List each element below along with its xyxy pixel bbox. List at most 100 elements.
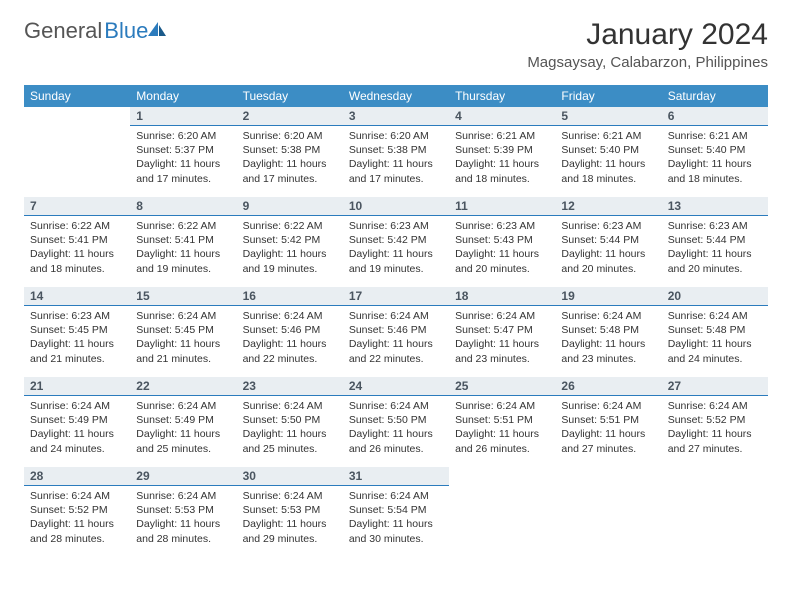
brand-part2: Blue	[104, 18, 166, 44]
day-number-row: 18	[449, 287, 555, 306]
day-number: 19	[561, 289, 574, 303]
brand-part1: General	[24, 18, 102, 44]
calendar-cell: 17Sunrise: 6:24 AMSunset: 5:46 PMDayligh…	[343, 287, 449, 377]
day-number: 7	[30, 199, 37, 213]
day-number: 20	[668, 289, 681, 303]
day-number-row: 6	[662, 107, 768, 126]
day-number: 27	[668, 379, 681, 393]
calendar-cell: 16Sunrise: 6:24 AMSunset: 5:46 PMDayligh…	[237, 287, 343, 377]
calendar-cell: 10Sunrise: 6:23 AMSunset: 5:42 PMDayligh…	[343, 197, 449, 287]
day-number-row: 31	[343, 467, 449, 486]
day-number-row: 15	[130, 287, 236, 306]
calendar-cell	[24, 107, 130, 197]
brand-logo: General Blue	[24, 18, 166, 44]
day-number-row: 24	[343, 377, 449, 396]
weekday-header: Thursday	[449, 85, 555, 107]
calendar-cell: 1Sunrise: 6:20 AMSunset: 5:37 PMDaylight…	[130, 107, 236, 197]
day-number: 25	[455, 379, 468, 393]
calendar-cell: 18Sunrise: 6:24 AMSunset: 5:47 PMDayligh…	[449, 287, 555, 377]
day-number: 17	[349, 289, 362, 303]
day-details: Sunrise: 6:24 AMSunset: 5:52 PMDaylight:…	[662, 396, 768, 456]
day-details: Sunrise: 6:20 AMSunset: 5:38 PMDaylight:…	[343, 126, 449, 186]
day-number: 2	[243, 109, 250, 123]
day-number: 1	[136, 109, 143, 123]
day-number-row: 16	[237, 287, 343, 306]
day-details: Sunrise: 6:24 AMSunset: 5:49 PMDaylight:…	[130, 396, 236, 456]
calendar-cell: 14 Sunrise: 6:23 AMSunset: 5:45 PMDayligh…	[24, 287, 130, 377]
calendar-body: 1Sunrise: 6:20 AMSunset: 5:37 PMDaylight…	[24, 107, 768, 557]
calendar-cell: 6 Sunrise: 6:21 AMSunset: 5:40 PMDaylight…	[662, 107, 768, 197]
day-details: Sunrise: 6:23 AMSunset: 5:43 PMDaylight:…	[449, 216, 555, 276]
weekday-header-row: Sunday Monday Tuesday Wednesday Thursday…	[24, 85, 768, 107]
day-number: 15	[136, 289, 149, 303]
weekday-header: Friday	[555, 85, 661, 107]
day-number: 11	[455, 199, 468, 213]
day-number-row: 13	[662, 197, 768, 216]
calendar-cell	[662, 467, 768, 557]
day-number-row: 22	[130, 377, 236, 396]
day-number-row: 19	[555, 287, 661, 306]
calendar-cell	[449, 467, 555, 557]
day-number: 31	[349, 469, 362, 483]
calendar-cell: 20Sunrise: 6:24 AMSunset: 5:48 PMDayligh…	[662, 287, 768, 377]
calendar-row: 14 Sunrise: 6:23 AMSunset: 5:45 PMDayligh…	[24, 287, 768, 377]
weekday-header: Tuesday	[237, 85, 343, 107]
calendar-cell: 13Sunrise: 6:23 AMSunset: 5:44 PMDayligh…	[662, 197, 768, 287]
day-details: Sunrise: 6:23 AMSunset: 5:44 PMDaylight:…	[662, 216, 768, 276]
day-number-row: 23	[237, 377, 343, 396]
day-details: Sunrise: 6:24 AMSunset: 5:50 PMDaylight:…	[237, 396, 343, 456]
day-number: 16	[243, 289, 256, 303]
day-number-row: 10	[343, 197, 449, 216]
day-number: 8	[136, 199, 143, 213]
calendar-cell: 9Sunrise: 6:22 AMSunset: 5:42 PMDaylight…	[237, 197, 343, 287]
calendar-cell: 30Sunrise: 6:24 AMSunset: 5:53 PMDayligh…	[237, 467, 343, 557]
day-details: Sunrise: 6:24 AMSunset: 5:49 PMDaylight:…	[24, 396, 130, 456]
calendar-cell: 5Sunrise: 6:21 AMSunset: 5:40 PMDaylight…	[555, 107, 661, 197]
day-number: 14	[30, 289, 43, 303]
day-details: Sunrise: 6:20 AMSunset: 5:38 PMDaylight:…	[237, 126, 343, 186]
day-details: Sunrise: 6:23 AMSunset: 5:45 PMDaylight:…	[24, 306, 130, 366]
day-number-row: 2	[237, 107, 343, 126]
calendar-cell: 28Sunrise: 6:24 AMSunset: 5:52 PMDayligh…	[24, 467, 130, 557]
weekday-header: Sunday	[24, 85, 130, 107]
day-number: 30	[243, 469, 256, 483]
day-number-row: 29	[130, 467, 236, 486]
location-text: Magsaysay, Calabarzon, Philippines	[527, 54, 768, 71]
weekday-header: Wednesday	[343, 85, 449, 107]
calendar-cell	[555, 467, 661, 557]
day-details: Sunrise: 6:22 AMSunset: 5:41 PMDaylight:…	[24, 216, 130, 276]
day-number-row: 20	[662, 287, 768, 306]
day-number: 18	[455, 289, 468, 303]
day-number: 21	[30, 379, 43, 393]
day-details: Sunrise: 6:24 AMSunset: 5:48 PMDaylight:…	[555, 306, 661, 366]
day-details: Sunrise: 6:24 AMSunset: 5:53 PMDaylight:…	[130, 486, 236, 546]
day-number: 6	[668, 109, 675, 123]
day-details: Sunrise: 6:24 AMSunset: 5:52 PMDaylight:…	[24, 486, 130, 546]
day-number-row: 14	[24, 287, 130, 306]
day-number: 5	[561, 109, 568, 123]
day-number: 29	[136, 469, 149, 483]
day-details: Sunrise: 6:24 AMSunset: 5:51 PMDaylight:…	[449, 396, 555, 456]
calendar-row: 1Sunrise: 6:20 AMSunset: 5:37 PMDaylight…	[24, 107, 768, 197]
calendar-cell: 26Sunrise: 6:24 AMSunset: 5:51 PMDayligh…	[555, 377, 661, 467]
month-title: January 2024	[527, 18, 768, 52]
calendar-cell: 24Sunrise: 6:24 AMSunset: 5:50 PMDayligh…	[343, 377, 449, 467]
day-number: 24	[349, 379, 362, 393]
day-number-row: 30	[237, 467, 343, 486]
day-details: Sunrise: 6:21 AMSunset: 5:40 PMDaylight:…	[662, 126, 768, 186]
day-details: Sunrise: 6:24 AMSunset: 5:54 PMDaylight:…	[343, 486, 449, 546]
calendar-row: 7 Sunrise: 6:22 AMSunset: 5:41 PMDaylight…	[24, 197, 768, 287]
day-number: 26	[561, 379, 574, 393]
day-number-row: 27	[662, 377, 768, 396]
day-number-row: 17	[343, 287, 449, 306]
weekday-header: Saturday	[662, 85, 768, 107]
day-number: 9	[243, 199, 250, 213]
calendar-cell: 11 Sunrise: 6:23 AMSunset: 5:43 PMDayligh…	[449, 197, 555, 287]
calendar-cell: 8Sunrise: 6:22 AMSunset: 5:41 PMDaylight…	[130, 197, 236, 287]
calendar-cell: 22 Sunrise: 6:24 AMSunset: 5:49 PMDayligh…	[130, 377, 236, 467]
calendar-cell: 21 Sunrise: 6:24 AMSunset: 5:49 PMDayligh…	[24, 377, 130, 467]
weekday-header: Monday	[130, 85, 236, 107]
day-number: 3	[349, 109, 356, 123]
day-number: 22	[136, 379, 149, 393]
day-details: Sunrise: 6:23 AMSunset: 5:44 PMDaylight:…	[555, 216, 661, 276]
